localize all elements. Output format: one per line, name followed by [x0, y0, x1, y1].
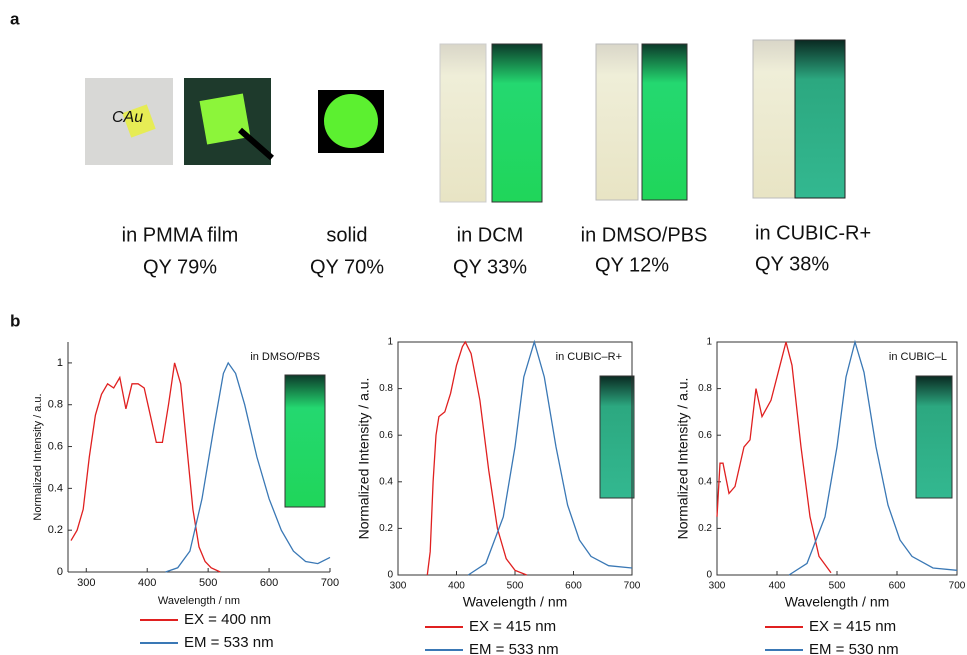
y-tick-label: 0.4 [379, 476, 393, 487]
sample-labels: in PMMA film QY 79% solid QY 70% in DCM … [122, 222, 871, 278]
legend-label: EM = 533 nm [184, 634, 274, 651]
inset-photo [285, 375, 325, 507]
legend-label: EX = 415 nm [469, 618, 556, 635]
x-tick-label: 300 [709, 581, 726, 592]
sample-name: in DMSO/PBS [581, 224, 708, 246]
annotation: in CUBIC–L [889, 351, 947, 363]
y-axis-label: Normalized Intensity / a.u. [356, 378, 372, 540]
legend-label: EX = 415 nm [809, 618, 896, 635]
sample-name: in CUBIC-R+ [755, 222, 871, 244]
x-tick-label: 500 [829, 581, 846, 592]
annotation: in DMSO/PBS [250, 351, 320, 363]
inset-photo [916, 376, 952, 498]
y-tick-label: 0.2 [698, 523, 712, 534]
x-tick-label: 600 [889, 581, 906, 592]
x-tick-label: 400 [769, 581, 786, 592]
x-tick-label: 600 [260, 577, 278, 589]
y-tick-label: 0.4 [48, 482, 63, 494]
spectrum-line [71, 363, 220, 572]
y-tick-label: 0 [57, 566, 63, 578]
y-tick-label: 0.6 [698, 430, 712, 441]
y-tick-label: 0.8 [379, 383, 393, 394]
svg-text:CAu: CAu [112, 109, 143, 126]
x-tick-label: 300 [77, 577, 95, 589]
figure: a b CAu in PMMA film QY 79% solid QY 70%… [0, 0, 967, 655]
x-tick-label: 500 [507, 581, 524, 592]
y-tick-label: 0.4 [698, 476, 712, 487]
sample-name: in DCM [457, 224, 524, 246]
spectrum-line [717, 342, 831, 573]
sample-qy: QY 38% [755, 253, 829, 275]
legend-label: EM = 533 nm [469, 641, 559, 655]
panel-label: b [10, 311, 20, 330]
plot-frame [398, 342, 632, 575]
inset-photo [600, 376, 634, 498]
x-axis-label: Wavelength / nm [785, 594, 890, 610]
y-tick-label: 0 [706, 570, 712, 581]
x-tick-label: 700 [624, 581, 641, 592]
panel-label: a [10, 9, 20, 28]
sample-qy: QY 12% [595, 254, 669, 276]
x-axis-label: Wavelength / nm [158, 595, 240, 607]
spectrum-line [427, 342, 526, 575]
y-tick-label: 0.6 [48, 440, 63, 452]
sample-name: in PMMA film [122, 224, 239, 246]
x-tick-label: 600 [565, 581, 582, 592]
x-tick-label: 500 [199, 577, 217, 589]
x-tick-label: 700 [949, 581, 966, 592]
sample-name: solid [326, 224, 367, 246]
y-tick-label: 0.2 [379, 523, 393, 534]
sample-qy: QY 33% [453, 256, 527, 278]
x-tick-label: 700 [321, 577, 339, 589]
y-tick-label: 0.8 [698, 383, 712, 394]
legend-label: EM = 530 nm [809, 641, 899, 655]
x-tick-label: 400 [448, 581, 465, 592]
annotation: in CUBIC–R+ [556, 351, 622, 363]
y-tick-label: 0.2 [48, 524, 63, 536]
x-tick-label: 400 [138, 577, 156, 589]
y-tick-label: 0.8 [48, 399, 63, 411]
legend-label: EX = 400 nm [184, 611, 271, 628]
sample-qy: QY 79% [143, 256, 217, 278]
y-axis-label: Normalized Intensity / a.u. [675, 378, 691, 540]
sample-qy: QY 70% [310, 256, 384, 278]
y-tick-label: 1 [387, 337, 393, 348]
x-tick-label: 300 [390, 581, 407, 592]
x-axis-label: Wavelength / nm [463, 594, 568, 610]
y-tick-label: 0.6 [379, 430, 393, 441]
y-axis-label: Normalized Intensity / a.u. [32, 393, 44, 520]
y-tick-label: 0 [387, 570, 393, 581]
photos: CAu [85, 40, 845, 202]
y-tick-label: 1 [57, 357, 63, 369]
y-tick-label: 1 [706, 337, 712, 348]
